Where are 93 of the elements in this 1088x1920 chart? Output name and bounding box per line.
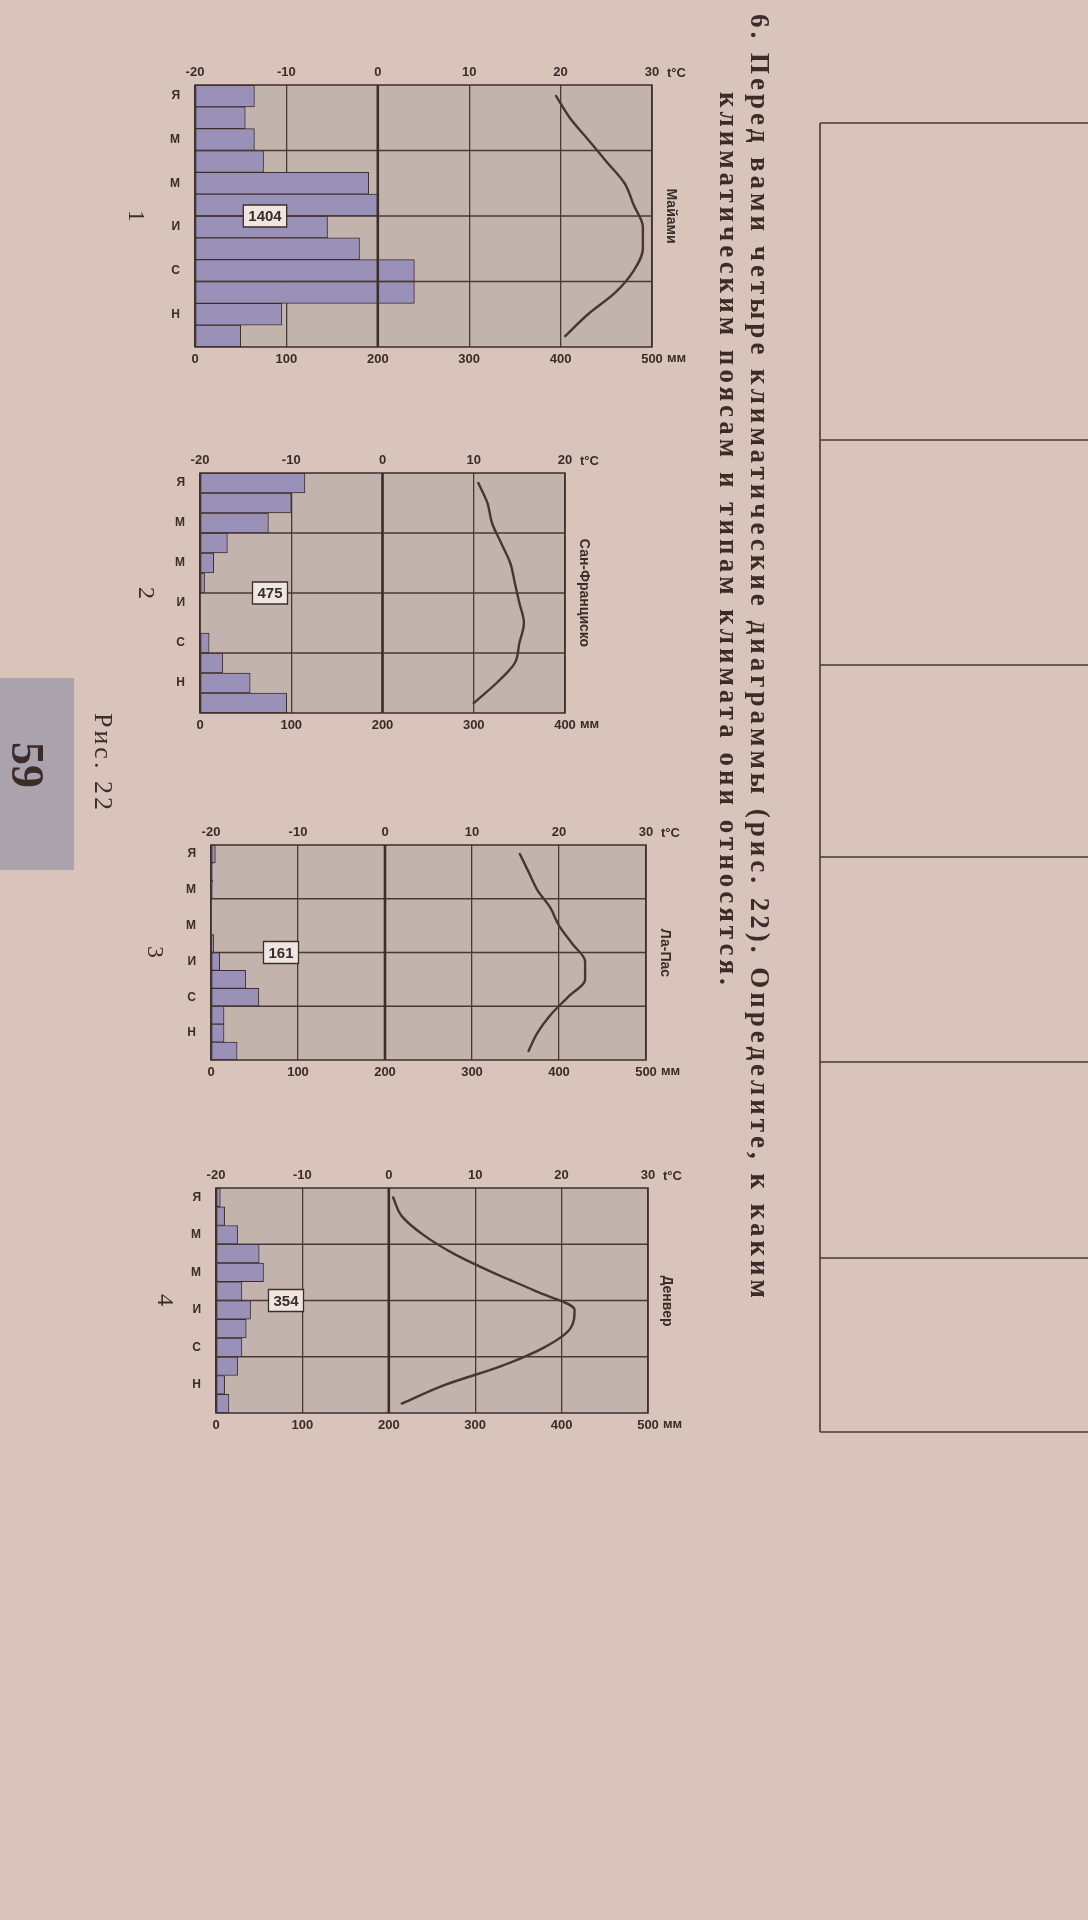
x-tick-label: 0 <box>212 1417 220 1433</box>
x2-tick-label: 20 <box>553 63 568 79</box>
x-tick-label: 100 <box>275 351 298 367</box>
y-tick-label: М <box>186 882 196 897</box>
y-tick-label: М <box>191 1227 201 1242</box>
x2-tick-label: 0 <box>374 63 382 79</box>
x2-tick-label: 20 <box>554 1166 569 1182</box>
x2-axis-title: t°C <box>663 1168 683 1184</box>
x-tick-label: 300 <box>464 1417 487 1433</box>
y-tick-label: Я <box>192 1189 201 1204</box>
x-tick-label: 400 <box>549 351 572 367</box>
y-tick-label: С <box>187 989 197 1004</box>
text: Сан-Франциско <box>577 538 593 648</box>
x2-axis-title: t°C <box>667 65 687 81</box>
x2-tick-label: 10 <box>467 1166 483 1182</box>
x2-tick-label: 10 <box>464 823 480 839</box>
y-tick-label: И <box>171 219 180 234</box>
y-tick-label: Н <box>171 306 180 321</box>
x-tick-label: 300 <box>461 1064 483 1080</box>
y-tick-label: И <box>187 953 196 968</box>
x2-tick-label: 20 <box>551 823 567 839</box>
x2-tick-label: -20 <box>185 63 205 79</box>
x2-tick-label: -20 <box>201 823 221 839</box>
y-tick-label: С <box>192 1339 202 1354</box>
text: 2 <box>134 587 160 599</box>
x-tick-label: 400 <box>548 1064 570 1080</box>
text: Майами <box>664 188 680 244</box>
annotation: 161 <box>268 943 294 961</box>
x-tick-label: 100 <box>280 717 303 733</box>
annotation: 354 <box>273 1291 300 1309</box>
x2-tick-label: -10 <box>288 823 308 839</box>
x2-tick-label: 30 <box>644 63 660 79</box>
x2-tick-label: 0 <box>385 1166 393 1182</box>
x-axis-title: мм <box>667 350 687 366</box>
x2-tick-label: 0 <box>381 823 389 839</box>
y-tick-label: Н <box>176 675 185 690</box>
x-tick-label: 400 <box>554 717 576 733</box>
x2-tick-label: 10 <box>461 63 477 79</box>
y-tick-label: М <box>175 515 185 530</box>
x-tick-label: 100 <box>287 1064 309 1080</box>
x-tick-label: 0 <box>196 717 204 733</box>
x-tick-label: 200 <box>366 351 389 367</box>
x2-tick-label: 30 <box>638 823 654 839</box>
y-tick-label: И <box>176 595 185 610</box>
text: 3 <box>143 946 169 958</box>
y-tick-label: Я <box>176 475 185 490</box>
x2-tick-label: -10 <box>293 1166 312 1182</box>
y-tick-label: Я <box>187 846 196 861</box>
x2-axis-title: t°C <box>661 825 681 841</box>
x2-tick-label: -10 <box>281 451 301 467</box>
x-tick-label: 0 <box>191 351 199 367</box>
x2-tick-label: -10 <box>277 63 296 79</box>
x-axis-title: мм <box>663 1416 683 1432</box>
text: Рис. 22 <box>89 713 118 813</box>
y-tick-label: Н <box>187 1025 196 1040</box>
x-tick-label: 500 <box>635 1064 657 1080</box>
x-tick-label: 300 <box>458 351 481 367</box>
text: Ла-Пас <box>658 928 674 977</box>
x2-tick-label: 0 <box>378 451 387 467</box>
annotation: 475 <box>257 584 283 602</box>
y-tick-label: М <box>191 1264 201 1279</box>
y-tick-label: И <box>192 1302 201 1317</box>
text: Денвер <box>660 1274 676 1327</box>
annotation: 1404 <box>248 207 283 225</box>
x-tick-label: 200 <box>377 1417 400 1433</box>
x-tick-label: 500 <box>641 351 663 367</box>
y-tick-label: М <box>170 175 180 190</box>
text: 4 <box>153 1294 179 1306</box>
x-tick-label: 100 <box>291 1417 314 1433</box>
y-tick-label: М <box>175 555 185 570</box>
text: 59 <box>2 742 53 788</box>
y-tick-label: М <box>170 131 180 146</box>
x-tick-label: 500 <box>637 1417 659 1433</box>
y-tick-label: С <box>176 635 186 650</box>
x2-tick-label: -20 <box>206 1166 226 1182</box>
y-tick-label: Я <box>171 88 180 103</box>
x-axis-title: мм <box>580 716 600 732</box>
x2-tick-label: 30 <box>640 1166 656 1182</box>
x-tick-label: 400 <box>550 1417 573 1433</box>
x-tick-label: 200 <box>374 1064 396 1080</box>
x2-tick-label: -20 <box>190 451 210 467</box>
y-tick-label: С <box>171 262 181 277</box>
text: 6. Перед вами четыре климатические диаграммы (рис. 22). Определите, к каким климатическим поясам и типам климата они относятся. <box>713 14 775 1304</box>
y-tick-label: М <box>186 917 196 932</box>
x-tick-label: 300 <box>462 717 485 733</box>
x-tick-label: 200 <box>371 717 394 733</box>
x2-tick-label: 10 <box>466 451 481 467</box>
y-tick-label: Н <box>192 1377 201 1392</box>
x2-tick-label: 20 <box>557 451 573 467</box>
text: 1 <box>124 210 150 222</box>
x2-axis-title: t°C <box>580 453 600 469</box>
x-tick-label: 0 <box>207 1064 215 1080</box>
x-axis-title: мм <box>661 1063 681 1079</box>
